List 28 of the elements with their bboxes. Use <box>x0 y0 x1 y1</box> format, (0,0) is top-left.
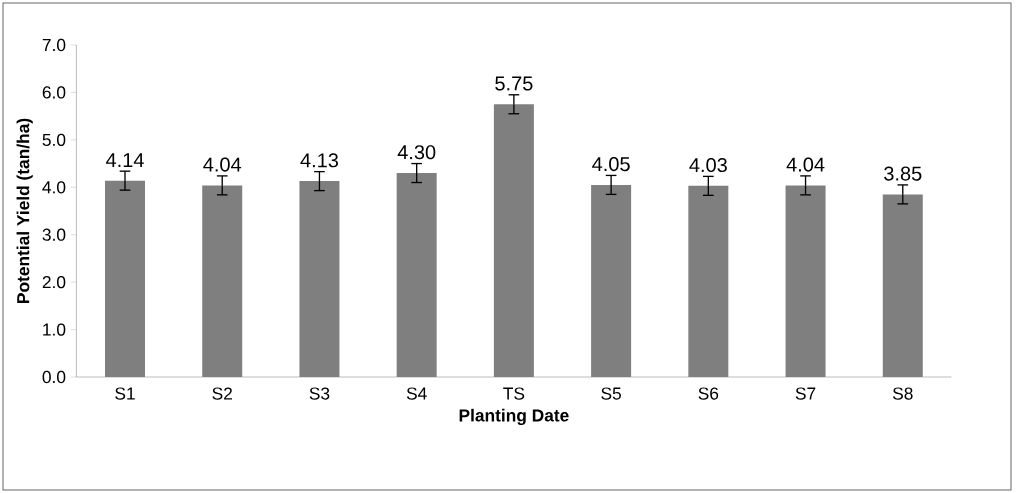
data-label: 5.75 <box>495 76 533 91</box>
y-tick-label: 4.0 <box>42 181 66 194</box>
y-tick-label: 5.0 <box>42 133 66 146</box>
x-tick-label: S7 <box>795 387 816 400</box>
y-tick-label: 1.0 <box>43 323 66 336</box>
y-axis-title: Potential Yield (tan/ha) <box>16 118 33 303</box>
data-label: 4.04 <box>786 157 825 172</box>
data-label: 4.30 <box>397 145 436 160</box>
data-label: 4.13 <box>300 153 339 168</box>
data-label: 4.05 <box>592 157 630 172</box>
x-tick-label: S3 <box>309 387 330 400</box>
x-tick-label: S5 <box>601 387 621 400</box>
x-tick-label: TS <box>503 387 525 400</box>
data-label: 4.03 <box>689 157 727 173</box>
y-tick-label: 7.0 <box>42 38 66 52</box>
data-label: 4.04 <box>203 157 242 172</box>
y-tick-label: 3.0 <box>42 228 66 241</box>
x-tick-label: S6 <box>698 387 719 400</box>
y-tick-label: 0.0 <box>42 370 66 384</box>
x-tick-label: S4 <box>406 387 427 400</box>
x-axis-title: Planting Date <box>459 408 569 426</box>
x-tick-label: S2 <box>212 387 232 400</box>
y-tick-label: 6.0 <box>42 86 66 99</box>
data-label: 3.85 <box>884 166 922 181</box>
y-tick-label: 2.0 <box>42 276 66 289</box>
data-label: 4.14 <box>106 153 144 167</box>
x-tick-label: S1 <box>115 387 135 400</box>
x-tick-label: S8 <box>892 387 913 400</box>
